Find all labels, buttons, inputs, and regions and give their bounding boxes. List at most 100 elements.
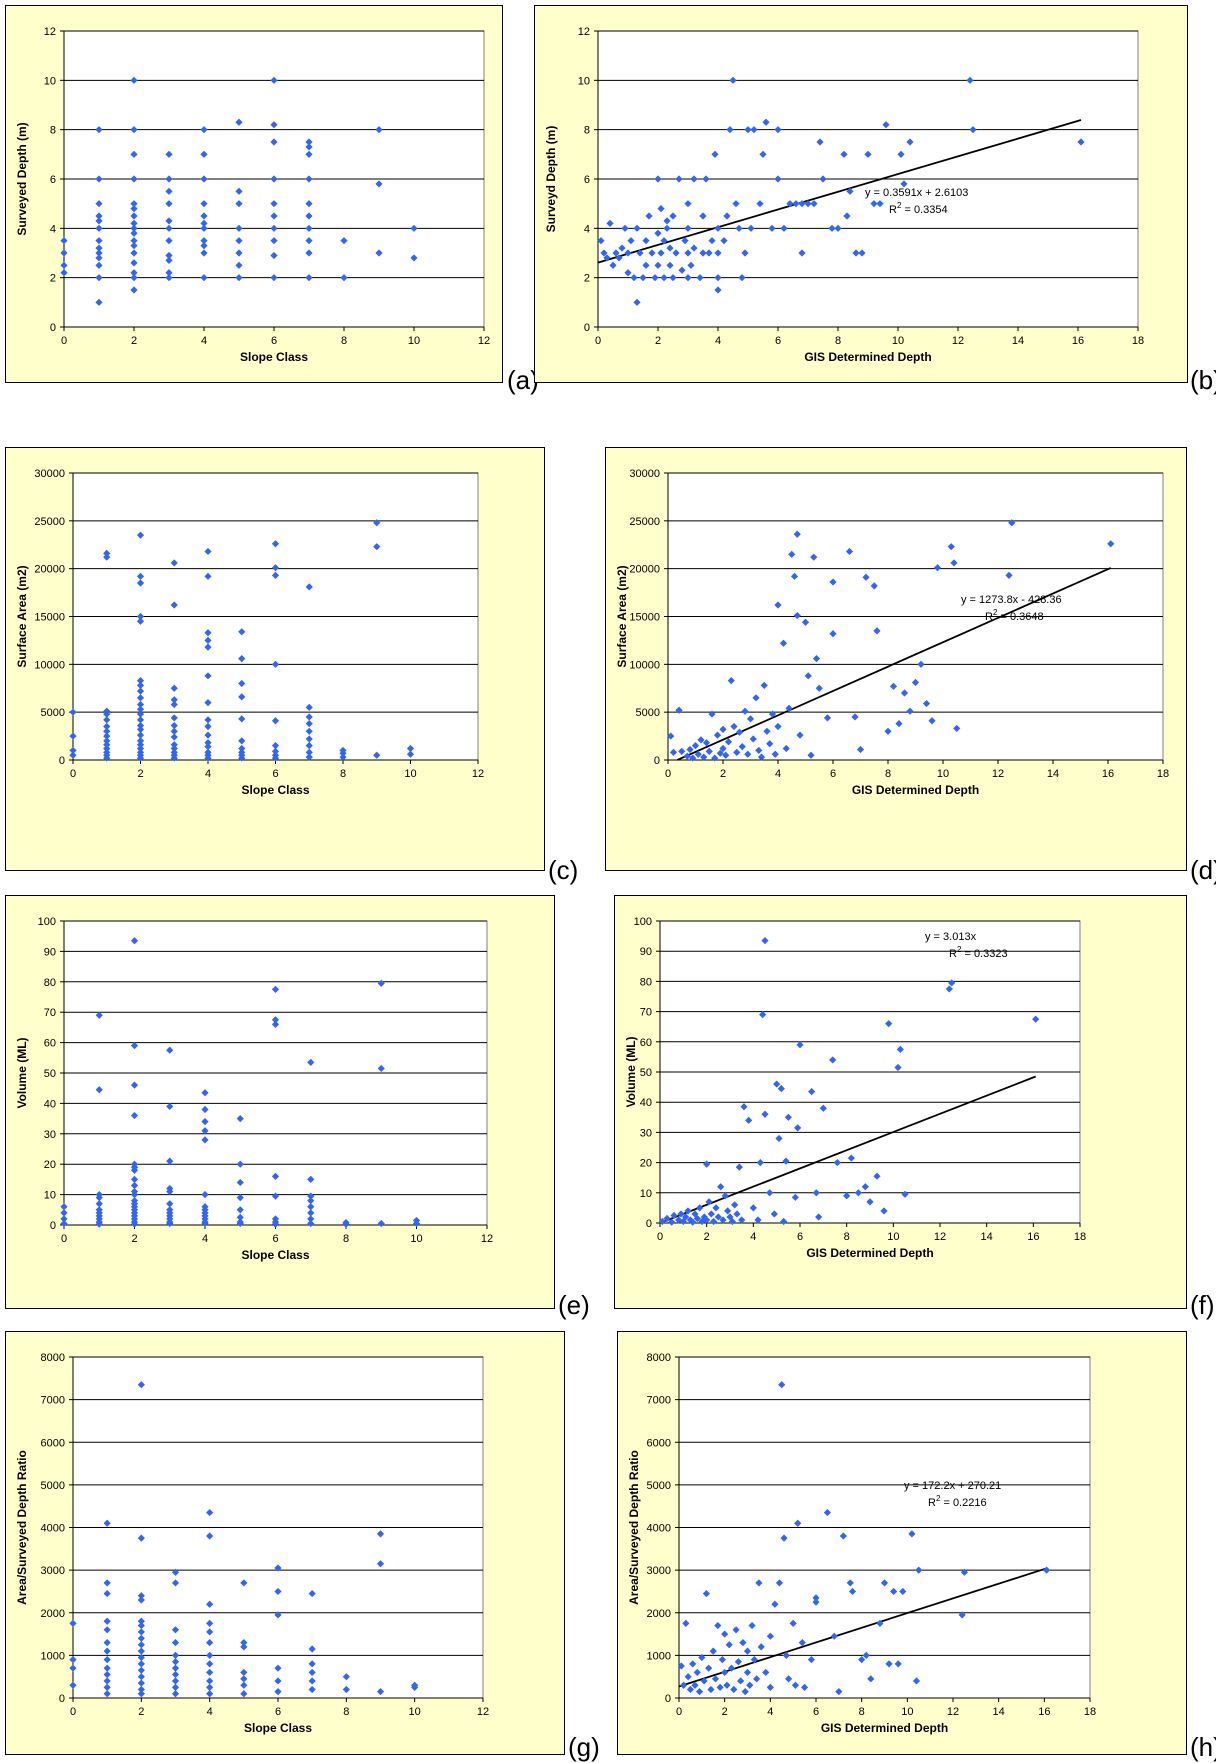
data-point [761,937,769,945]
data-point [206,1628,214,1636]
data-point [307,1175,315,1183]
data-point [733,1210,741,1218]
y-tick-label: 60 [44,1038,56,1050]
data-point [130,219,138,227]
data-point [103,732,111,740]
data-point [240,1579,248,1587]
data-point [684,249,692,257]
data-point [204,643,212,651]
data-point [240,1690,248,1698]
data-point [95,1200,103,1208]
data-point [206,1600,214,1608]
y-tick-label: 3000 [41,1565,65,1577]
data-point [702,739,711,747]
data-point [270,76,278,84]
data-point [624,269,632,277]
x-axis-title: GIS Determined Depth [821,1721,948,1735]
data-point [794,1124,802,1132]
data-point [136,748,145,756]
data-point [130,1197,139,1205]
y-tick-label: 2000 [647,1608,671,1620]
data-point [866,1198,874,1206]
data-point [684,224,692,232]
data-point [130,76,138,84]
data-point [828,224,836,232]
data-point [720,237,728,245]
data-point [170,559,178,567]
data-point [406,744,415,753]
y-tick-label: 5000 [636,707,660,719]
data-point [235,187,243,195]
x-tick-label: 0 [61,335,67,347]
data-point [103,1638,111,1647]
data-point [727,676,735,685]
chart-h: 0 1000 2000 3000 4000 5000 6000 7000 8000 0 2 4 6 8 10… [627,1352,1096,1735]
data-point [308,1668,316,1677]
y-axis-title: Surveyd Depth (m) [544,126,558,233]
data-point [137,1685,145,1694]
data-point [305,212,313,220]
panel-label-f: (f) [1190,1290,1215,1320]
data-point [678,747,686,755]
data-point [885,1660,893,1668]
x-tick-label: 2 [131,1233,137,1245]
data-point [812,654,821,663]
data-point [928,717,936,725]
y-tick-label: 60 [640,1037,652,1049]
data-point [829,578,837,586]
data-point [95,175,103,183]
data-point [130,205,138,213]
data-point [663,217,671,225]
data-point [642,237,650,245]
x-tick-label: 0 [70,1706,76,1718]
x-axis-title: Slope Class [244,1721,312,1735]
y-tick-label: 7000 [41,1395,65,1407]
y-tick-label: 8 [50,125,56,137]
data-point [411,1681,419,1689]
data-point [69,751,77,759]
data-point [786,200,794,208]
data-point [95,212,103,220]
data-point [236,1206,244,1214]
data-point [756,1159,764,1167]
data-point [240,1681,248,1689]
data-point [103,1690,111,1698]
data-point [830,1632,838,1640]
data-point [130,200,138,208]
data-point [69,1681,77,1689]
y-axis-title: Surveyed Depth (m) [15,122,29,235]
data-point [771,750,779,758]
data-point [780,224,788,232]
x-tick-label: 2 [720,768,726,780]
data-point [721,1192,729,1200]
chart-panel-e: 0 10 20 30 40 50 60 70 80 90 100 0 2 4 6 8 10 12 Slope Cla… [5,895,555,1309]
chart-panel-g: 0 1000 2000 3000 4000 5000 6000 7000 8000 0 2 4 6 8 10… [5,1331,565,1755]
data-point [615,254,623,262]
data-point [103,1664,111,1672]
x-tick-label: 0 [70,768,76,780]
data-point [958,1611,966,1619]
data-point [376,1560,385,1568]
y-axis-title: Volume (ML) [15,1037,29,1108]
data-point [794,1519,802,1527]
x-tick-label: 0 [676,1706,682,1718]
data-point [690,175,698,183]
data-point [206,1532,214,1540]
data-point [743,1668,752,1677]
data-point [761,1110,769,1118]
data-point [699,212,707,220]
data-point [308,1645,316,1653]
x-tick-label: 14 [981,1231,993,1243]
y-tick-label: 5000 [41,707,65,719]
data-point [137,1690,145,1698]
x-tick-label: 12 [472,768,484,780]
x-tick-label: 12 [481,1233,493,1245]
data-point [69,1656,77,1664]
data-point [713,731,722,739]
data-point [95,249,103,257]
x-tick-label: 4 [207,1706,213,1718]
data-point [240,1643,248,1651]
r-squared: R2 = 0.3354 [889,201,948,216]
x-tick-label: 2 [138,1706,144,1718]
data-point [858,1656,866,1664]
